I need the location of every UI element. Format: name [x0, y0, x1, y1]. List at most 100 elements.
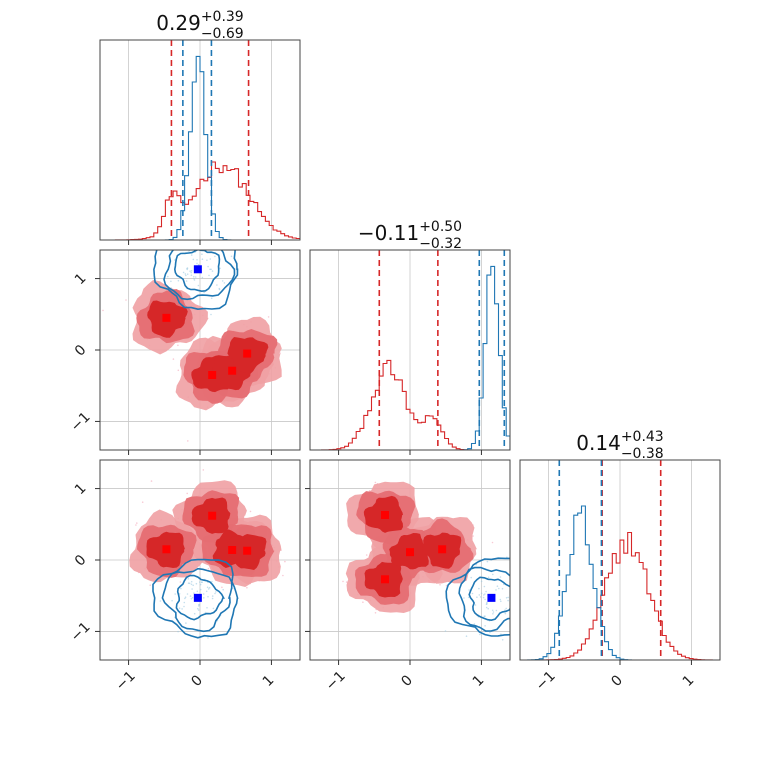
sample-point-blue — [211, 270, 214, 272]
mode-marker-red — [228, 546, 237, 554]
panel-hist-r2c2: 0.14+0.43−0.38 −1 0 1 — [519, 429, 721, 694]
sample-point-blue — [484, 593, 486, 595]
sample-point-blue — [467, 596, 470, 599]
sample-point-blue — [465, 635, 468, 637]
sample-point-blue — [223, 282, 226, 284]
sample-point-blue — [215, 591, 217, 593]
sample-point-blue — [216, 247, 218, 249]
tick-label-x: 1 — [470, 672, 488, 690]
sample-point-blue — [178, 607, 181, 609]
sample-point-blue — [191, 588, 193, 590]
sample-point-blue — [176, 246, 178, 248]
sample-point-blue — [201, 253, 203, 255]
sample-point-red — [282, 574, 284, 577]
tick-label-y: 1 — [72, 480, 90, 498]
sample-point-blue — [209, 258, 212, 260]
mode-marker-red — [162, 313, 171, 322]
mode-marker-red — [162, 545, 171, 554]
tick-label-y: 0 — [72, 342, 90, 360]
mode-marker-red — [208, 511, 217, 520]
sample-point-blue — [185, 280, 188, 282]
sample-point-red — [102, 309, 104, 312]
sample-point-blue — [193, 278, 195, 280]
sample-point-red — [491, 541, 494, 544]
sample-point-blue — [212, 607, 215, 610]
sample-point-blue — [507, 596, 510, 599]
sample-point-blue — [203, 291, 205, 294]
sample-point-red — [374, 612, 377, 614]
sample-point-blue — [203, 597, 205, 599]
sample-point-blue — [187, 577, 190, 580]
sample-point-blue — [182, 271, 185, 274]
sample-point-blue — [512, 600, 514, 602]
sample-point-blue — [174, 259, 176, 261]
mode-marker-red — [243, 349, 252, 358]
sample-point-blue — [207, 588, 210, 590]
sample-point-blue — [214, 592, 216, 595]
sample-point-blue — [515, 590, 517, 592]
sample-point-blue — [197, 609, 200, 611]
sample-point-blue — [499, 576, 502, 578]
panel-content — [129, 469, 286, 639]
sample-point-blue — [191, 596, 194, 599]
sample-point-blue — [177, 630, 179, 633]
sample-point-blue — [207, 265, 209, 268]
sample-point-blue — [218, 287, 221, 290]
title-minus: −0.38 — [621, 446, 664, 462]
panel-content — [100, 40, 300, 240]
hist-red — [100, 161, 300, 240]
sample-point-blue — [199, 248, 201, 250]
sample-point-blue — [196, 259, 198, 261]
panel-scatter2d-r2c1: −1 0 1 — [305, 459, 517, 694]
title-minus: −0.69 — [201, 26, 244, 42]
sample-point-blue — [197, 607, 199, 610]
sample-point-blue — [511, 597, 513, 599]
sample-point-blue — [463, 597, 465, 599]
sample-point-blue — [444, 630, 447, 632]
sample-point-blue — [206, 586, 209, 589]
sample-point-blue — [230, 255, 233, 258]
sample-point-blue — [198, 605, 200, 607]
sample-point-blue — [190, 254, 193, 256]
panel-scatter2d-r2c0: −1 0 1 −1 0 1 — [68, 459, 301, 694]
sample-point-blue — [184, 273, 187, 275]
sample-point-blue — [505, 597, 508, 599]
sample-point-blue — [222, 588, 224, 591]
sample-point-blue — [199, 583, 202, 586]
panel-scatter2d-r1c0: −1 0 1 — [68, 241, 301, 455]
sample-point-blue — [198, 603, 200, 606]
sample-point-blue — [484, 625, 486, 627]
sample-point-blue — [492, 613, 494, 615]
sample-point-blue — [181, 608, 183, 610]
sample-point-blue — [495, 609, 498, 612]
mode-marker-blue — [193, 265, 202, 274]
sample-point-blue — [209, 268, 211, 271]
tick-label-x: −1 — [533, 668, 559, 694]
title-plus: +0.39 — [201, 9, 244, 25]
sample-point-red — [135, 524, 137, 526]
sample-point-blue — [501, 639, 504, 641]
sample-point-blue — [159, 600, 162, 602]
sample-point-blue — [199, 588, 202, 591]
title-value: −0.11 — [358, 221, 419, 245]
sample-point-red — [284, 560, 286, 563]
sample-point-blue — [205, 590, 208, 593]
sample-point-blue — [210, 313, 212, 316]
sample-point-blue — [501, 587, 504, 590]
sample-point-blue — [468, 589, 470, 591]
tick-label-y: 1 — [72, 270, 90, 288]
sample-point-blue — [208, 274, 210, 277]
sample-point-blue — [479, 596, 482, 598]
tick-label-x: 0 — [188, 672, 206, 690]
sample-point-blue — [483, 594, 485, 596]
sample-point-blue — [216, 284, 218, 286]
sample-point-blue — [189, 595, 192, 597]
tick-label-x: 0 — [608, 672, 626, 690]
sample-point-blue — [176, 241, 178, 243]
sample-point-blue — [480, 592, 483, 595]
sample-point-red — [150, 480, 153, 482]
mode-marker-red — [381, 511, 389, 519]
sample-point-blue — [190, 583, 193, 586]
sample-point-blue — [498, 587, 500, 590]
